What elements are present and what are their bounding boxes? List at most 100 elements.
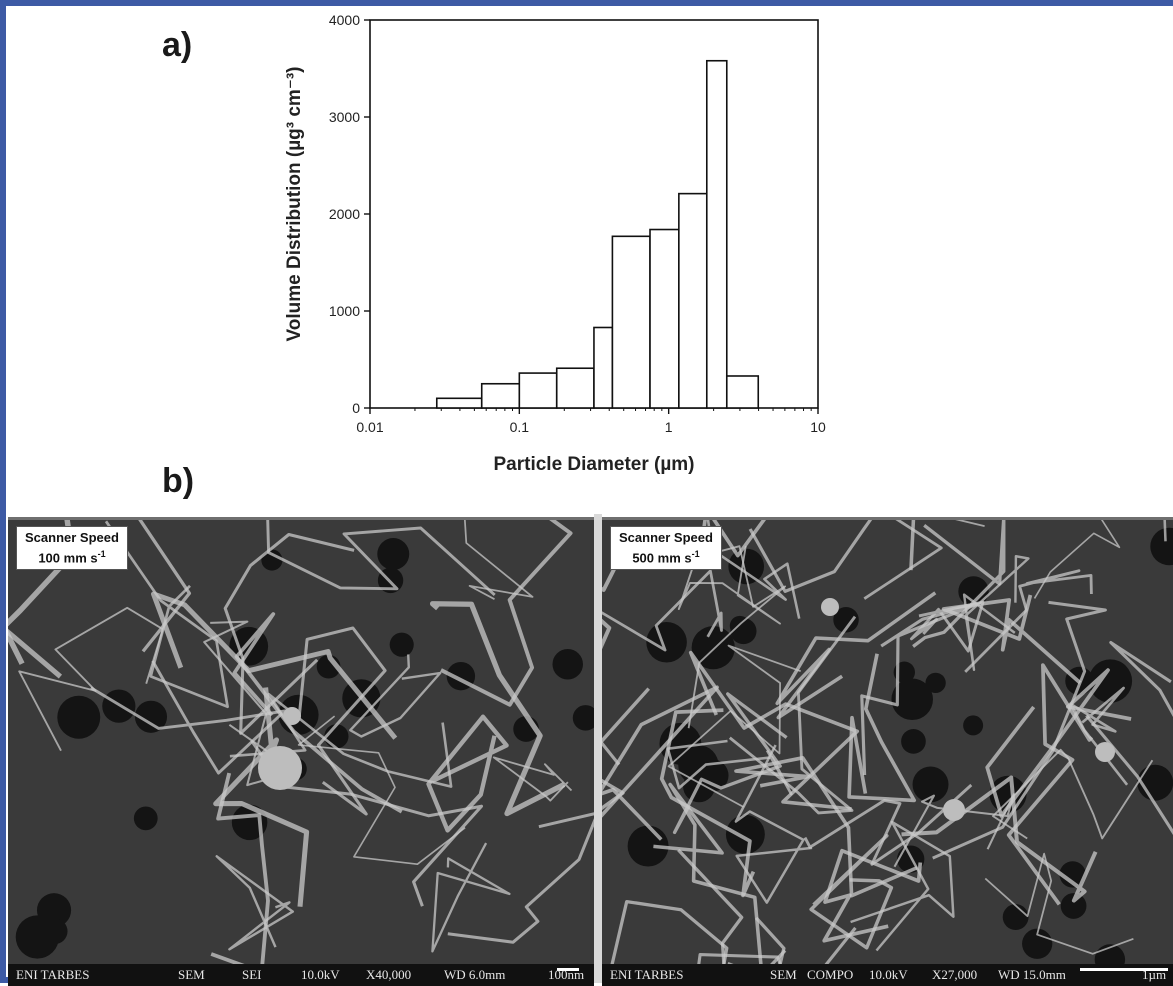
sem-scale-bar [1080, 968, 1168, 971]
particle-chain [672, 692, 788, 835]
particle-chain [941, 594, 1082, 685]
filter-pore [891, 678, 933, 721]
histogram-bar-0 [435, 397, 483, 409]
particle-chain [349, 654, 442, 738]
particle-chain [909, 600, 985, 653]
filter-pore [41, 918, 68, 945]
sem-mode: COMPO [807, 967, 854, 982]
panel-b-label: b) [162, 462, 195, 500]
particle-chain [901, 775, 1098, 903]
filter-pore [963, 715, 984, 736]
particle-chain [431, 842, 511, 953]
micrograph-divider [594, 514, 602, 983]
filter-pore [1150, 527, 1173, 566]
filter-pore [925, 672, 946, 694]
particle-chain [850, 820, 955, 952]
sem-data-bar: ENI TARBES SEM COMPO 10.0kV X27,000 WD 1… [602, 964, 1173, 986]
sem-mode: SEI [242, 967, 262, 982]
filter-pore [833, 606, 859, 633]
scanner-speed-box: Scanner Speed 100 mm s-1 [16, 526, 128, 571]
histogram-bar-8 [705, 59, 728, 409]
filter-pore [1059, 861, 1086, 888]
particle-chain [822, 848, 923, 943]
sem-lab: ENI TARBES [16, 967, 90, 982]
particle-chain [1006, 663, 1094, 906]
particle-chain [984, 852, 1134, 955]
filter-pore [552, 649, 583, 680]
sem-image-texture [602, 520, 1173, 986]
spherical-particle [258, 746, 302, 790]
particle-chain [653, 782, 764, 975]
particle-chain [463, 520, 534, 600]
filter-pore [133, 806, 158, 831]
sem-magnification: X40,000 [366, 967, 412, 982]
spherical-particle [283, 707, 301, 725]
filter-pore [57, 695, 101, 739]
filter-pore [958, 576, 989, 607]
y-tick-label: 1000 [329, 303, 360, 319]
particle-chain [688, 650, 860, 811]
particle-chain [863, 520, 943, 600]
histogram-chart: 0 1000 2000 3000 4000 0.01 0.1 1 10 Particle Diam… [284, 12, 826, 475]
filter-pore [912, 766, 949, 803]
scanner-speed-exp: -1 [97, 549, 106, 559]
particle-chain [426, 714, 509, 833]
particle-chain [734, 744, 813, 904]
particle-chain [1033, 520, 1121, 599]
y-tick-label: 0 [352, 400, 360, 416]
filter-pore [261, 549, 283, 571]
sem-working-distance: WD 15.0mm [998, 967, 1066, 982]
particle-chain [440, 520, 573, 707]
particle-chain [104, 520, 229, 709]
sem-working-distance: WD 6.0mm [444, 967, 506, 982]
sem-scale-label: 100nm [548, 967, 585, 982]
filter-pore [1002, 904, 1029, 930]
y-tick-label: 4000 [329, 12, 360, 28]
filter-pore [572, 705, 594, 731]
spherical-particle [943, 799, 965, 821]
particle-chain [429, 601, 566, 817]
particle-chain [809, 833, 894, 950]
x-tick-label: 0.1 [510, 419, 530, 435]
spherical-particle [1095, 742, 1115, 762]
sem-data-bar: ENI TARBES SEM SEI 10.0kV X40,000 WD 6.0… [8, 964, 594, 986]
histogram-bar-5 [611, 235, 651, 409]
sem-magnification: X27,000 [932, 967, 978, 982]
filter-pore [728, 548, 765, 585]
x-tick-label: 10 [810, 419, 826, 435]
sem-type: SEM [178, 967, 205, 982]
sem-scale-label: 1µm [1142, 967, 1167, 982]
filter-pore [377, 538, 410, 570]
particle-chain [775, 591, 937, 720]
particle-chain [602, 539, 631, 650]
particle-chain [1085, 640, 1173, 836]
sem-image-texture [8, 520, 594, 986]
particle-chain [893, 793, 1015, 868]
histogram-bar-2 [518, 372, 558, 409]
scanner-speed-value: 500 mm s [632, 550, 692, 566]
particle-chain [151, 591, 398, 740]
scanner-speed-box: Scanner Speed 500 mm s-1 [610, 526, 722, 571]
particle-chain [297, 715, 466, 866]
sem-micrograph-500: Scanner Speed 500 mm s-1 ENI TARBES SEM … [602, 517, 1173, 986]
particle-chain [932, 600, 1107, 860]
y-tick-label: 3000 [329, 109, 360, 125]
sem-voltage: 10.0kV [869, 967, 908, 982]
histogram-bar-3 [555, 367, 595, 409]
x-tick-label: 1 [665, 419, 673, 435]
particle-chain [18, 606, 164, 752]
particle-chain [297, 626, 387, 816]
particle-chain [748, 520, 873, 593]
filter-pore [134, 700, 168, 733]
particle-chain [677, 531, 781, 625]
sem-micrograph-100: Scanner Speed 100 mm s-1 ENI TARBES SEM … [8, 517, 594, 986]
histogram-bar-9 [725, 375, 760, 409]
particle-chain [964, 569, 1093, 673]
histogram-bar-7 [678, 192, 708, 409]
particle-chain [492, 756, 573, 802]
histogram-bar-1 [480, 382, 521, 409]
scanner-speed-exp: -1 [691, 549, 700, 559]
sem-voltage: 10.0kV [301, 967, 340, 982]
sem-lab: ENI TARBES [610, 967, 684, 982]
particle-chain [447, 812, 594, 944]
